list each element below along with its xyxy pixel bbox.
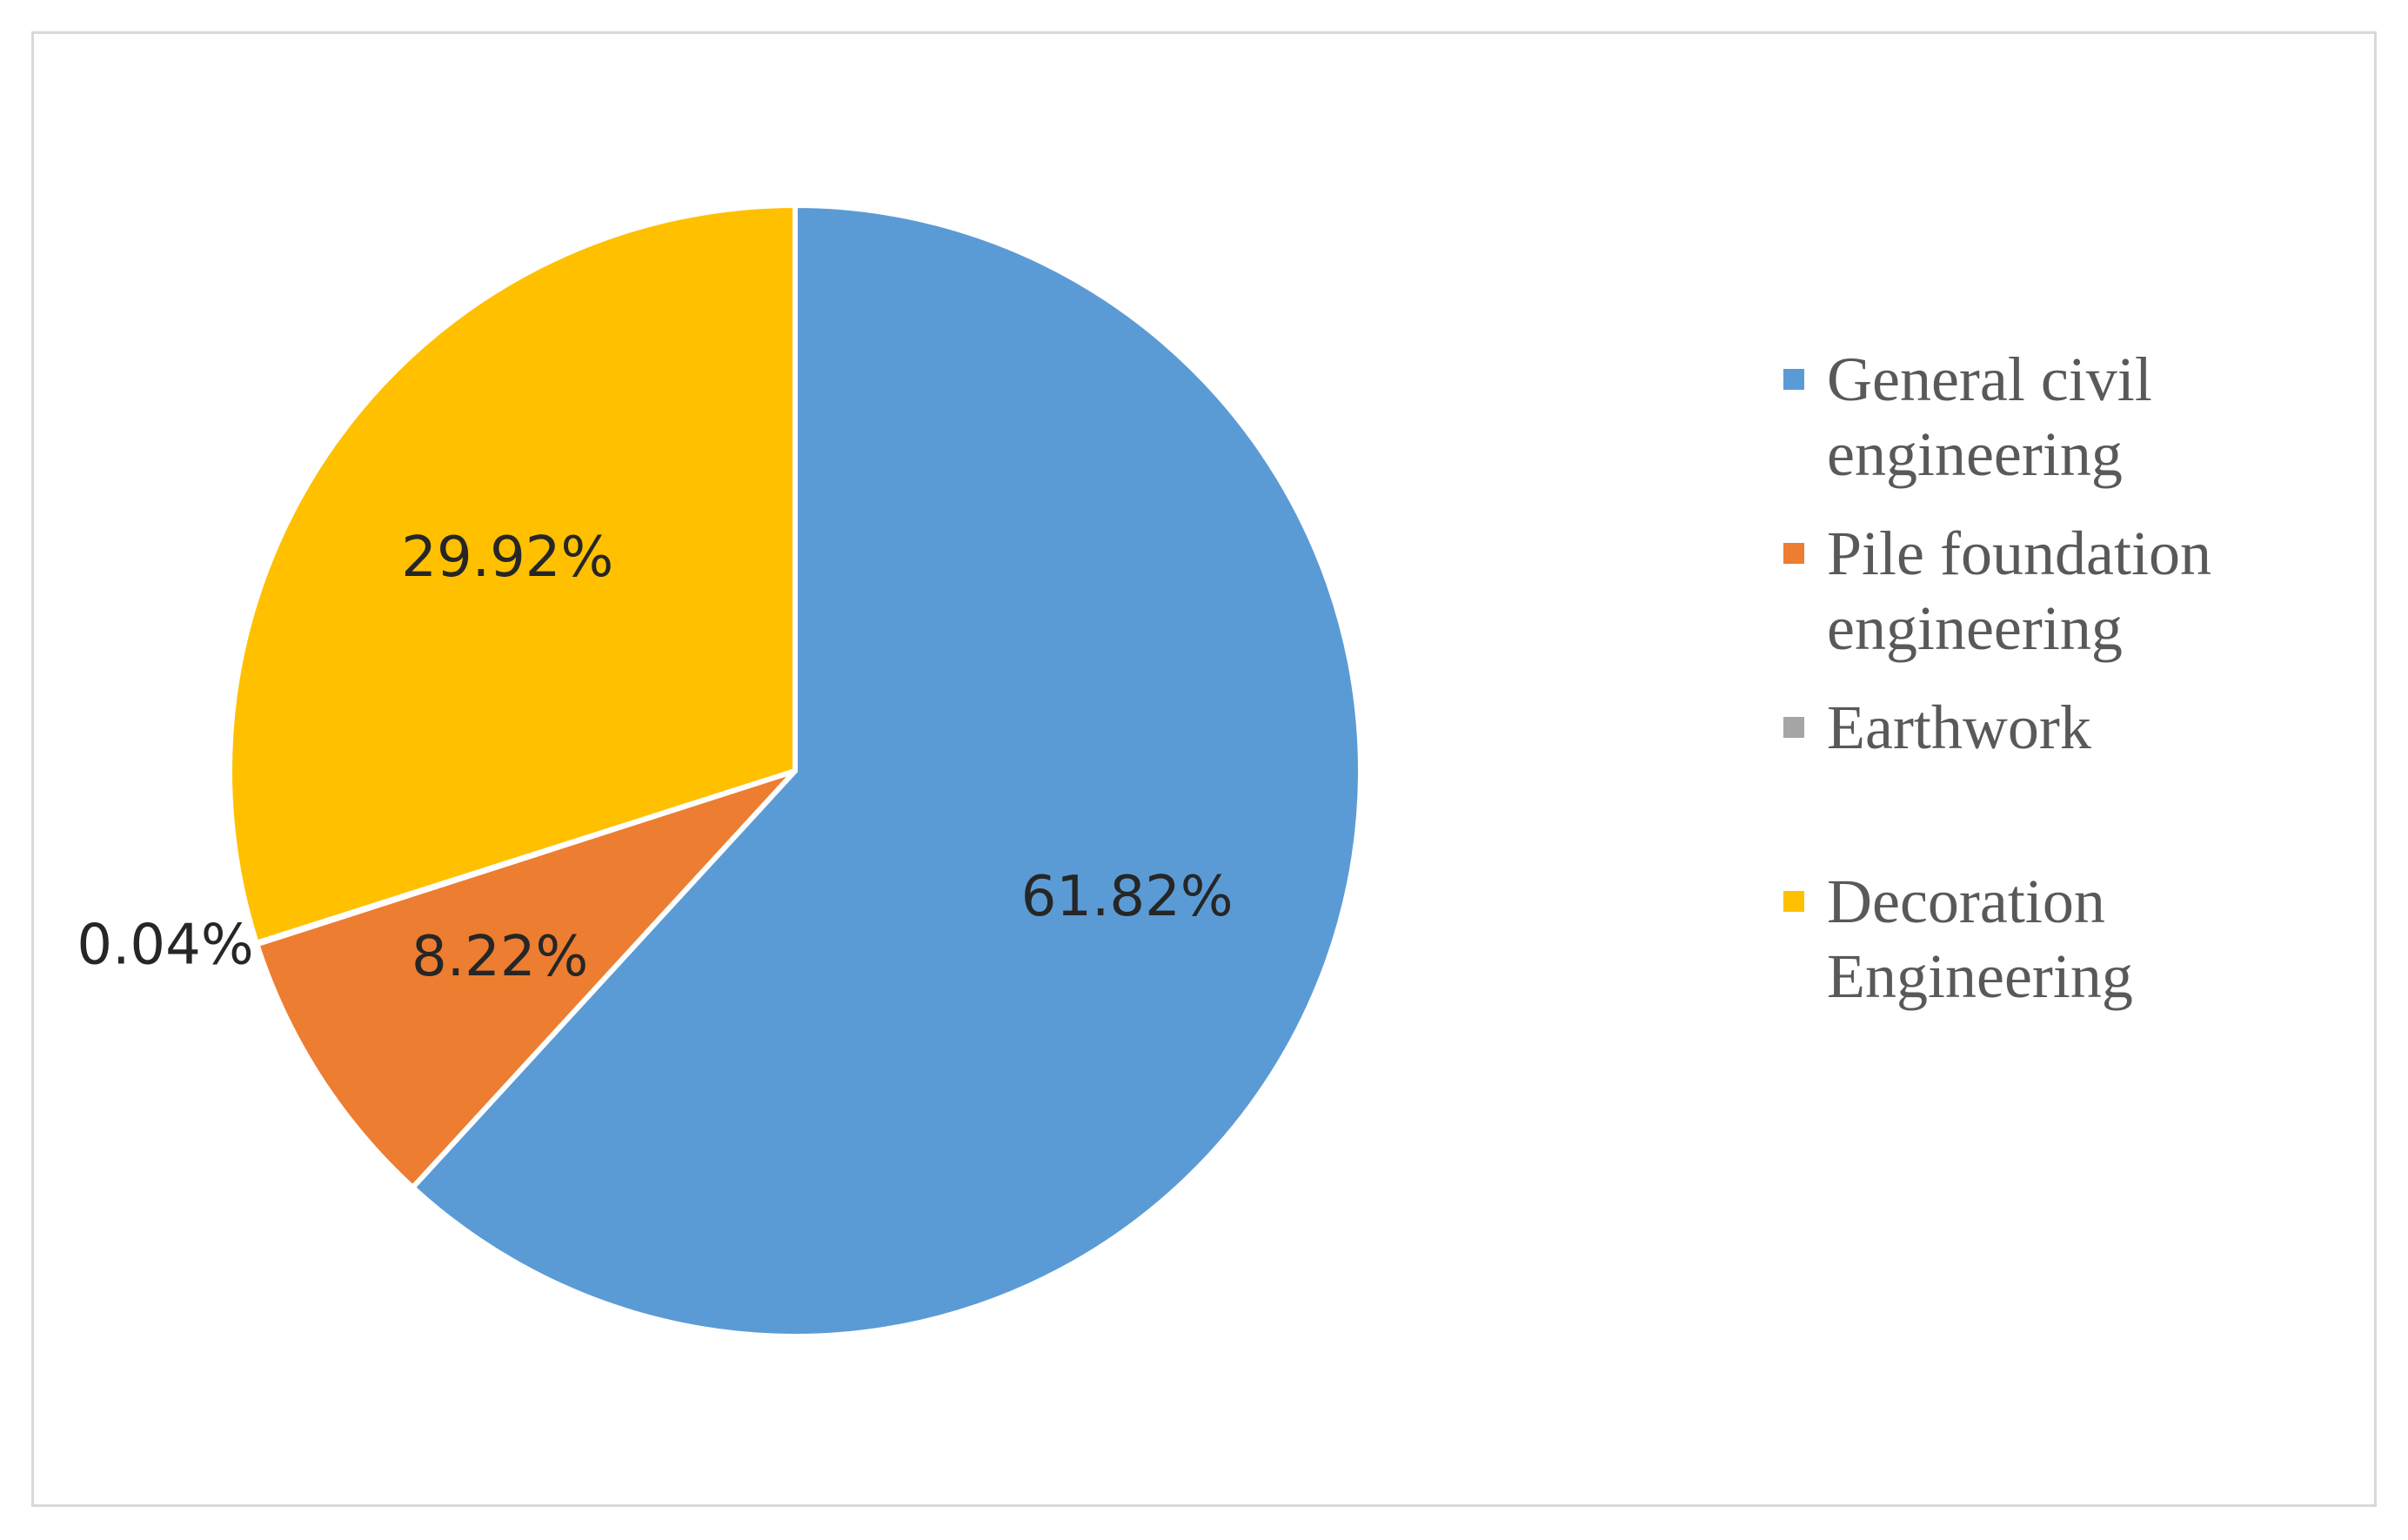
legend-marker	[1783, 717, 1804, 738]
pie-slice-decoration-engineering	[227, 203, 798, 946]
legend-label-line: Earthwork	[1827, 693, 2091, 762]
legend-label: Pile foundation engineering	[1827, 519, 2211, 663]
legend-label-line: engineering	[1827, 419, 2123, 489]
legend-label: Decoration Engineering	[1827, 867, 2133, 1011]
legend-marker	[1783, 369, 1804, 390]
data-labels: 61.82% 8.22% 0.04% 29.92%	[77, 526, 1233, 989]
data-label: 61.82%	[1021, 865, 1234, 929]
legend-label: Earthwork	[1827, 693, 2091, 762]
data-label: 8.22%	[411, 925, 588, 989]
legend-label-line: Pile foundation	[1827, 519, 2211, 588]
data-label: 0.04%	[77, 914, 253, 978]
legend-label-line: General civil	[1827, 345, 2152, 414]
pie-slice-general-civil-engineering	[410, 203, 1363, 1339]
legend-label-line: Decoration	[1827, 867, 2105, 936]
legend-marker	[1783, 891, 1804, 912]
pie-slices	[227, 203, 1363, 1339]
pie-slice-pile-foundation-engineering	[254, 768, 798, 1190]
legend-label: General civil engineering	[1827, 345, 2152, 489]
data-label: 29.92%	[401, 526, 613, 590]
legend-label-line: engineering	[1827, 593, 2123, 663]
legend-marker	[1783, 543, 1804, 564]
legend-label-line: Engineering	[1827, 941, 2133, 1011]
